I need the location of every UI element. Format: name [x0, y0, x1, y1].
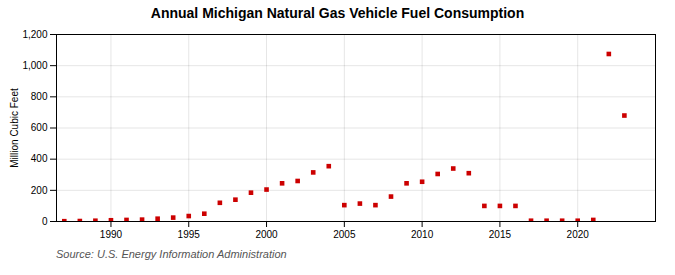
svg-text:2020: 2020 — [567, 229, 590, 240]
svg-text:400: 400 — [31, 153, 48, 164]
svg-text:200: 200 — [31, 185, 48, 196]
svg-text:2015: 2015 — [489, 229, 512, 240]
svg-text:1,200: 1,200 — [22, 29, 47, 40]
svg-text:800: 800 — [31, 91, 48, 102]
svg-text:1990: 1990 — [100, 229, 123, 240]
svg-text:1,000: 1,000 — [22, 60, 47, 71]
svg-text:2000: 2000 — [255, 229, 278, 240]
html-text:Annual Michigan Natural Gas Ve: Annual Michigan Natural Gas Vehicle Fuel… — [150, 5, 525, 21]
svg-text:2010: 2010 — [411, 229, 434, 240]
svg-text:1995: 1995 — [178, 229, 201, 240]
html-text:Source: U.S. Energy Informatio: Source: U.S. Energy Information Administ… — [56, 248, 287, 260]
svg-text:600: 600 — [31, 122, 48, 133]
svg-text:Million Cubic Feet: Million Cubic Feet — [9, 88, 20, 168]
svg-text:2005: 2005 — [333, 229, 356, 240]
svg-text:0: 0 — [42, 216, 48, 227]
